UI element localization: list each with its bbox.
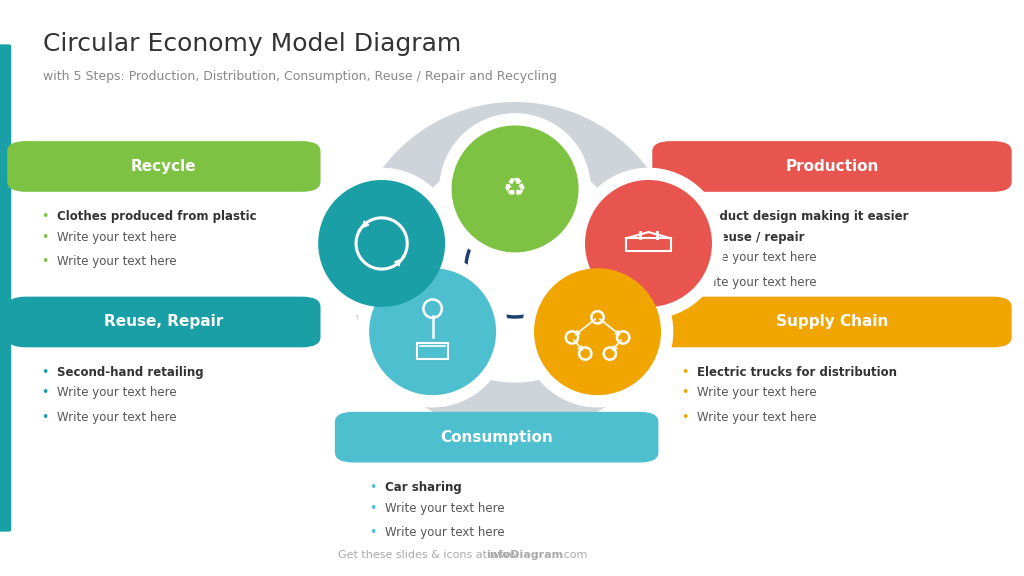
- Text: •: •: [41, 366, 48, 379]
- Text: with 5 Steps: Production, Distribution, Consumption, Reuse / Repair and Recyclin: with 5 Steps: Production, Distribution, …: [43, 70, 557, 84]
- Text: Write your text here: Write your text here: [57, 386, 177, 399]
- Text: Supply Chain: Supply Chain: [776, 314, 888, 329]
- Text: •: •: [369, 526, 376, 539]
- Ellipse shape: [349, 102, 681, 434]
- Text: ♻: ♻: [503, 176, 527, 202]
- Text: to reuse / repair: to reuse / repair: [697, 231, 805, 244]
- Text: infoDiagram: infoDiagram: [486, 550, 563, 560]
- Text: •: •: [41, 210, 48, 223]
- Text: .com: .com: [561, 550, 589, 560]
- Text: •: •: [681, 210, 688, 223]
- Ellipse shape: [572, 168, 724, 319]
- Ellipse shape: [585, 180, 712, 307]
- Text: •: •: [681, 251, 688, 264]
- Text: Write your text here: Write your text here: [57, 231, 177, 244]
- Ellipse shape: [439, 113, 591, 265]
- Text: Write your text here: Write your text here: [385, 502, 505, 514]
- Text: Product design making it easier: Product design making it easier: [697, 210, 909, 223]
- Text: •: •: [41, 411, 48, 423]
- Text: Get these slides & icons at www.: Get these slides & icons at www.: [338, 550, 520, 560]
- Text: •: •: [681, 411, 688, 423]
- Text: Production: Production: [785, 159, 879, 174]
- Text: Clothes produced from plastic: Clothes produced from plastic: [57, 210, 257, 223]
- Text: •: •: [41, 386, 48, 399]
- Ellipse shape: [452, 126, 579, 252]
- FancyBboxPatch shape: [7, 297, 321, 347]
- Text: •: •: [681, 366, 688, 379]
- Text: Second-hand retailing: Second-hand retailing: [57, 366, 204, 379]
- Text: Write your text here: Write your text here: [697, 251, 817, 264]
- Text: Write your text here: Write your text here: [697, 411, 817, 423]
- Ellipse shape: [369, 268, 496, 395]
- Text: Circular Economy Model Diagram: Circular Economy Model Diagram: [43, 32, 461, 56]
- Ellipse shape: [318, 180, 445, 307]
- FancyBboxPatch shape: [652, 297, 1012, 347]
- Text: •: •: [681, 275, 688, 289]
- FancyBboxPatch shape: [335, 412, 658, 463]
- Ellipse shape: [356, 256, 508, 407]
- Text: •: •: [369, 502, 376, 514]
- Text: •: •: [681, 386, 688, 399]
- Ellipse shape: [306, 168, 458, 319]
- Ellipse shape: [535, 268, 662, 395]
- Text: Recycle: Recycle: [131, 159, 197, 174]
- FancyBboxPatch shape: [7, 141, 321, 192]
- Text: Consumption: Consumption: [440, 430, 553, 445]
- Text: •: •: [41, 255, 48, 268]
- Text: Car sharing: Car sharing: [385, 481, 462, 494]
- Text: Write your text here: Write your text here: [697, 275, 817, 289]
- Text: Electric trucks for distribution: Electric trucks for distribution: [697, 366, 897, 379]
- Text: Write your text here: Write your text here: [697, 386, 817, 399]
- Text: Reuse, Repair: Reuse, Repair: [104, 314, 223, 329]
- Text: •: •: [41, 231, 48, 244]
- Text: Write your text here: Write your text here: [57, 255, 177, 268]
- Ellipse shape: [400, 153, 630, 382]
- Text: Write your text here: Write your text here: [385, 526, 505, 539]
- FancyBboxPatch shape: [0, 44, 11, 532]
- FancyBboxPatch shape: [652, 141, 1012, 192]
- Text: Write your text here: Write your text here: [57, 411, 177, 423]
- Text: •: •: [369, 481, 376, 494]
- Ellipse shape: [522, 256, 674, 407]
